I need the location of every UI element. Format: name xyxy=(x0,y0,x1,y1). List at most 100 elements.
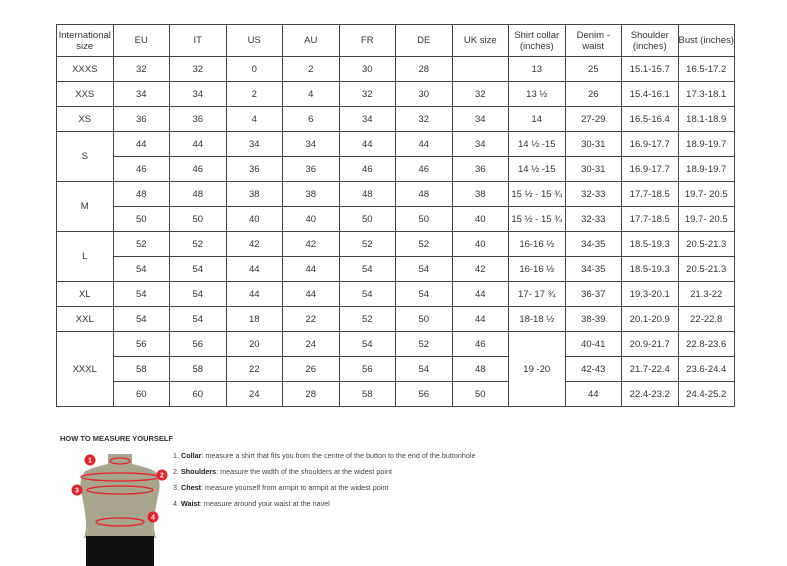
column-header: Bust (inches) xyxy=(677,24,735,57)
cell-au: 4 xyxy=(282,81,340,107)
cell-eu: 46 xyxy=(112,156,170,182)
table-row: S 44 44 34 34 44 44 34 14 ½ -15 30-31 16.9-17.7 18.… xyxy=(56,131,735,182)
cell-waist: 30-31 xyxy=(564,156,622,182)
cell-shoulder: 15.1-15.7 xyxy=(621,56,679,82)
cell-us: 34 xyxy=(225,131,283,157)
cell-us: 18 xyxy=(225,306,283,332)
cell-eu: 60 xyxy=(112,381,170,407)
cell-collar: 16-16 ½ xyxy=(508,231,566,257)
cell-de: 48 xyxy=(395,181,453,207)
cell-us: 40 xyxy=(225,206,283,232)
cell-us: 24 xyxy=(225,381,283,407)
cell-au: 24 xyxy=(282,331,340,357)
marker-3: 3 xyxy=(75,488,79,495)
column-header: Denim - waist xyxy=(564,24,622,57)
cell-size: M xyxy=(56,181,114,232)
cell-fr: 44 xyxy=(338,131,396,157)
cell-de: 50 xyxy=(395,206,453,232)
cell-au: 44 xyxy=(282,256,340,282)
step-waist: 4. Waist: measure around your waist at t… xyxy=(173,499,475,515)
cell-size: S xyxy=(56,131,114,182)
cell-shoulder: 16.9-17.7 xyxy=(621,131,679,157)
marker-badges xyxy=(71,454,168,523)
cell-de: 54 xyxy=(395,281,453,307)
cell-waist: 34-35 xyxy=(564,231,622,257)
cell-collar: 13 xyxy=(508,56,566,82)
cell-au: 44 xyxy=(282,281,340,307)
cell-bust: 16.5-17.2 xyxy=(677,56,735,82)
cell-bust: 18.9-19.7 xyxy=(677,156,735,182)
column-header: AU xyxy=(282,24,340,57)
cell-shoulder: 20.9-21.7 xyxy=(621,331,679,357)
column-header: US xyxy=(225,24,283,57)
cell-eu: 48 xyxy=(112,181,170,207)
cell-de: 52 xyxy=(395,231,453,257)
cell-fr: 48 xyxy=(338,181,396,207)
step-term: Shoulders xyxy=(181,467,217,476)
cell-au: 38 xyxy=(282,181,340,207)
cell-uk: 40 xyxy=(451,231,509,257)
cell-de: 46 xyxy=(395,156,453,182)
cell-eu: 56 xyxy=(112,331,170,357)
column-header: FR xyxy=(338,24,396,57)
cell-de: 56 xyxy=(395,381,453,407)
cell-bust: 20.5-21.3 xyxy=(677,256,735,282)
cell-us: 22 xyxy=(225,356,283,382)
cell-collar: 14 ½ -15 xyxy=(508,156,566,182)
table-row: XXL 54 54 18 22 52 50 44 18-18 ½ 38-39 20.1-20.9 22… xyxy=(56,306,735,332)
cell-uk: 44 xyxy=(451,281,509,307)
cell-it: 54 xyxy=(169,281,227,307)
cell-size: XL xyxy=(56,281,114,307)
cell-size: XXXL xyxy=(56,331,114,407)
cell-shoulder: 16.9-17.7 xyxy=(621,156,679,182)
cell-uk: 40 xyxy=(451,206,509,232)
cell-fr: 46 xyxy=(338,156,396,182)
step-number: 4. xyxy=(173,499,179,508)
table-row: XXXS 32 32 0 2 30 28 13 25 15.1-15.7 16.5-17.2 xyxy=(56,56,735,82)
cell-au: 42 xyxy=(282,231,340,257)
cell-au: 6 xyxy=(282,106,340,132)
step-term: Chest xyxy=(181,483,201,492)
cell-de: 44 xyxy=(395,131,453,157)
cell-de: 32 xyxy=(395,106,453,132)
cell-au: 40 xyxy=(282,206,340,232)
cell-waist: 34-35 xyxy=(564,256,622,282)
step-term: Waist xyxy=(181,499,200,508)
cell-fr: 52 xyxy=(338,306,396,332)
table-row: 50 50 40 40 50 50 40 15 ½ - 15 ¾ 32-33 17.7-18.5 1… xyxy=(57,206,735,232)
cell-au: 28 xyxy=(282,381,340,407)
cell-bust: 23.6-24.4 xyxy=(677,356,735,382)
cell-bust: 18.9-19.7 xyxy=(677,131,735,157)
step-number: 3. xyxy=(173,483,179,492)
cell-bust: 22-22.8 xyxy=(677,306,735,332)
column-header: IT xyxy=(169,24,227,57)
cell-bust: 17.3-18.1 xyxy=(677,81,735,107)
cell-eu: 54 xyxy=(112,256,170,282)
cell-collar: 15 ½ - 15 ¾ xyxy=(508,181,566,207)
cell-fr: 56 xyxy=(338,356,396,382)
cell-it: 44 xyxy=(169,131,227,157)
column-header: International size xyxy=(56,24,114,57)
table-row: XXS 34 34 2 4 32 30 32 13 ½ 26 15.4-16.1 17.3-18.1 xyxy=(56,81,735,107)
table-row: L 52 52 42 42 52 52 40 16-16 ½ 34-35 18.5-19.3 20.5… xyxy=(56,231,735,282)
cell-eu: 34 xyxy=(112,81,170,107)
cell-waist: 25 xyxy=(564,56,622,82)
step-collar: 1. Collar: measure a shirt that fits you… xyxy=(173,451,475,467)
cell-de: 30 xyxy=(395,81,453,107)
cell-au: 26 xyxy=(282,356,340,382)
measure-steps: 1. Collar: measure a shirt that fits you… xyxy=(173,451,475,515)
cell-us: 0 xyxy=(225,56,283,82)
cell-bust: 21.3-22 xyxy=(677,281,735,307)
cell-eu: 54 xyxy=(112,306,170,332)
cell-waist: 32-33 xyxy=(564,206,622,232)
cell-us: 2 xyxy=(225,81,283,107)
cell-collar: 16-16 ½ xyxy=(508,256,566,282)
cell-waist: 42-43 xyxy=(564,356,622,382)
cell-uk: 48 xyxy=(451,356,509,382)
cell-size: XXS xyxy=(56,81,114,107)
cell-it: 60 xyxy=(169,381,227,407)
cell-it: 58 xyxy=(169,356,227,382)
cell-uk: 44 xyxy=(451,306,509,332)
cell-eu: 36 xyxy=(112,106,170,132)
cell-fr: 50 xyxy=(338,206,396,232)
